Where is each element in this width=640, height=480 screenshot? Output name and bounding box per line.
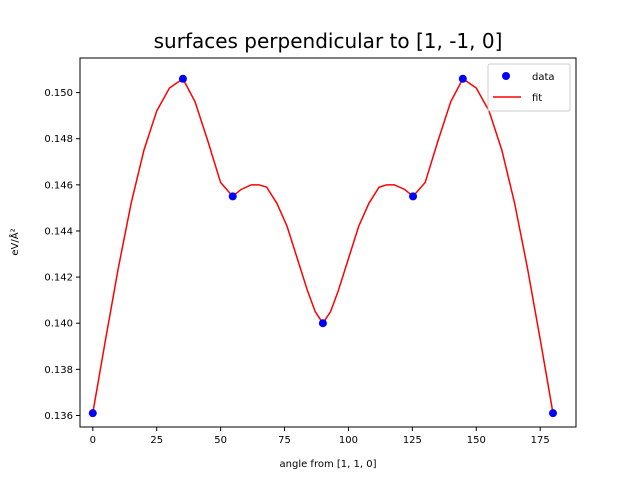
y-tick-label: 0.142 [44, 273, 73, 284]
data-point [458, 74, 467, 83]
x-tick-label: 150 [467, 435, 486, 446]
data-point [88, 409, 97, 418]
legend: data fit [487, 63, 571, 112]
y-axis-label: eV/Å² [8, 228, 21, 255]
y-tick-label: 0.150 [44, 88, 73, 99]
x-tick-label: 50 [214, 435, 227, 446]
x-axis-label: angle from [1, 1, 0] [280, 459, 377, 470]
fit-line [92, 77, 554, 414]
y-tick-label: 0.136 [44, 411, 73, 422]
y-tick-label: 0.146 [44, 180, 73, 191]
plot-layer [88, 74, 557, 418]
x-tick-label: 25 [150, 435, 163, 446]
legend-data-marker [502, 72, 510, 80]
data-point [409, 192, 418, 201]
data-point [318, 319, 327, 328]
y-tick-label: 0.148 [44, 134, 73, 145]
chart-title: surfaces perpendicular to [1, -1, 0] [154, 29, 503, 53]
data-point [548, 409, 557, 418]
x-tick-label: 125 [403, 435, 422, 446]
ticks-layer: 0 25 50 75 100 125 150 175 0.136 0.138 0.140 0.142 0… [44, 88, 549, 446]
x-tick-label: 100 [339, 435, 358, 446]
legend-box [487, 63, 571, 112]
x-tick-label: 75 [278, 435, 291, 446]
y-tick-label: 0.138 [44, 365, 73, 376]
y-tick-label: 0.144 [44, 226, 73, 237]
data-point [178, 74, 187, 83]
plot-frame [79, 57, 577, 428]
x-tick-label: 0 [90, 435, 96, 446]
y-tick-label: 0.140 [44, 319, 73, 330]
legend-fit-label: fit [532, 93, 542, 104]
legend-data-label: data [532, 72, 555, 83]
x-tick-label: 175 [531, 435, 550, 446]
data-point [228, 192, 237, 201]
